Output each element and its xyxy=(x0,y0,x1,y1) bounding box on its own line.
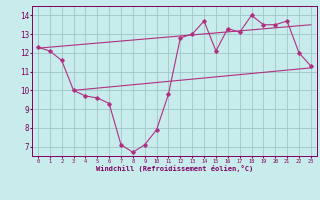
X-axis label: Windchill (Refroidissement éolien,°C): Windchill (Refroidissement éolien,°C) xyxy=(96,165,253,172)
